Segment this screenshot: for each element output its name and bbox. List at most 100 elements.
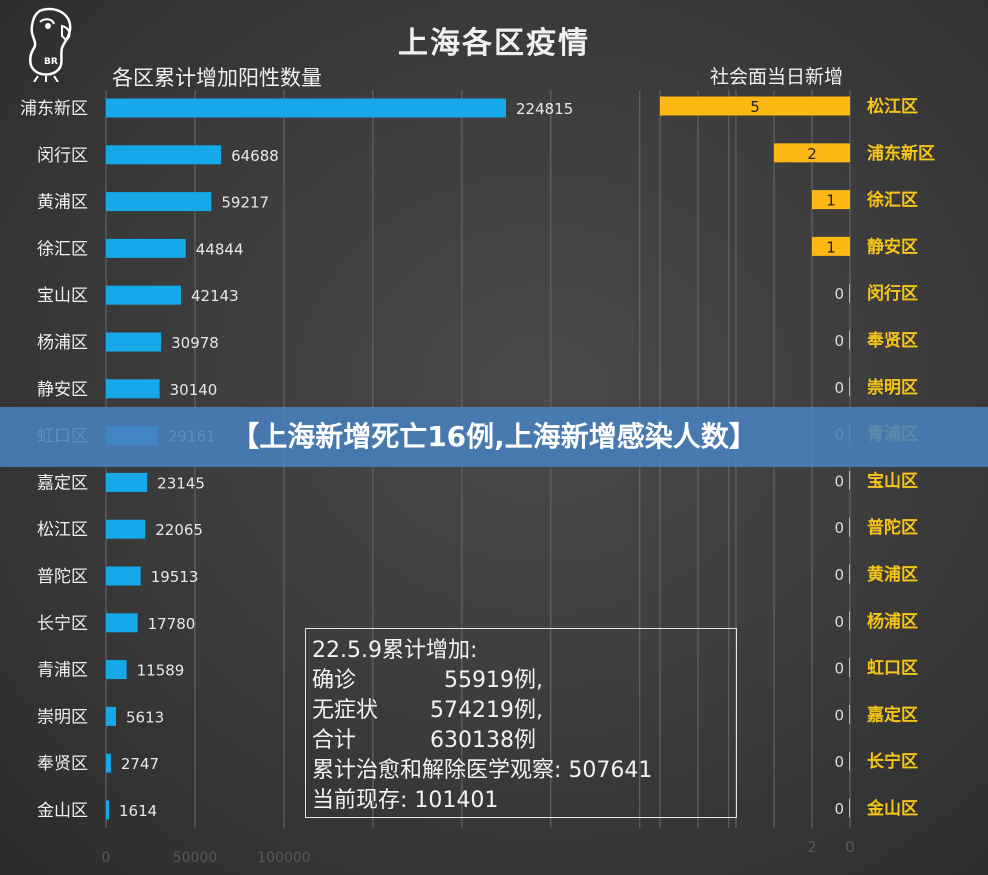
left-category-label: 宝山区 (37, 286, 88, 306)
left-category-label: 青浦区 (37, 661, 88, 681)
right-bar (849, 330, 850, 350)
left-data-label: 22065 (155, 521, 203, 539)
right-category-label: 徐汇区 (866, 190, 918, 211)
right-category-label: 黄浦区 (867, 564, 918, 585)
right-bar (849, 704, 850, 724)
left-category-label: 杨浦区 (37, 333, 88, 353)
right-data-label: 0 (834, 519, 844, 537)
left-data-label: 2747 (121, 755, 159, 773)
info-recovered: 累计治愈和解除医学观察: 507641 (312, 758, 653, 783)
left-bar (106, 472, 148, 492)
left-data-label: 5613 (126, 708, 164, 726)
right-data-label: 0 (834, 379, 844, 397)
logo-text: BR (44, 57, 58, 67)
info-total-label: 合计 (312, 728, 357, 753)
left-category-label: 徐汇区 (37, 239, 88, 259)
left-bar (106, 98, 507, 118)
right-data-label: 0 (834, 753, 844, 771)
left-category-label: 静安区 (37, 380, 88, 400)
right-data-label: 0 (834, 472, 844, 490)
info-confirmed-value: 55919例, (444, 668, 543, 693)
left-data-label: 44844 (196, 240, 244, 258)
left-bar (106, 332, 162, 352)
parrot-logo-icon: BR (18, 4, 82, 83)
left-bar (106, 145, 222, 165)
right-category-label: 长宁区 (867, 751, 918, 772)
info-total-value: 630138例 (430, 728, 536, 753)
left-bar (106, 192, 212, 212)
info-total-row: 合计 630138例 (312, 726, 736, 756)
left-bar (106, 519, 146, 539)
left-chart-title: 各区累计增加阳性数量 (112, 66, 322, 90)
left-data-label: 30978 (171, 334, 219, 352)
right-bar (849, 658, 850, 678)
right-data-label: 0 (834, 566, 844, 584)
headline-banner (0, 407, 988, 467)
left-data-label: 1614 (119, 802, 157, 820)
left-category-label: 普陀区 (37, 567, 88, 587)
right-category-label: 奉贤区 (866, 330, 918, 351)
right-bar (849, 470, 850, 490)
right-category-label: 普陀区 (867, 517, 918, 538)
info-current: 当前现存: 101401 (312, 788, 499, 813)
left-category-label: 嘉定区 (37, 473, 88, 493)
left-category-label: 崇明区 (37, 707, 88, 727)
left-category-label: 闵行区 (37, 146, 88, 166)
left-bar (106, 800, 109, 820)
left-data-label: 30140 (170, 381, 218, 399)
left-category-label: 松江区 (37, 520, 88, 540)
info-heading: 22.5.9累计增加: (312, 638, 478, 663)
left-bar (106, 706, 116, 726)
right-category-label: 崇明区 (867, 378, 918, 398)
right-data-label: 1 (826, 192, 836, 210)
right-bar (812, 236, 850, 256)
left-data-label: 64688 (231, 147, 279, 165)
left-category-label: 奉贤区 (37, 754, 88, 774)
right-data-label: 0 (834, 285, 844, 303)
left-data-label: 224815 (516, 100, 573, 118)
left-category-label: 黄浦区 (37, 193, 88, 213)
right-bar (849, 517, 850, 537)
left-bar (106, 379, 160, 399)
right-category-label: 虹口区 (867, 659, 918, 679)
left-data-label: 42143 (191, 287, 239, 305)
right-x-tick-label: 2 (807, 838, 817, 856)
left-category-label: 长宁区 (37, 614, 88, 634)
info-confirmed-label: 确诊 (312, 668, 357, 693)
page-title: 上海各区疫情 (398, 26, 590, 61)
left-bar (106, 238, 186, 258)
right-x-tick-label: 0 (845, 838, 855, 856)
right-bar (660, 96, 850, 116)
info-asymptomatic-value: 574219例, (430, 698, 543, 723)
left-bar (106, 566, 141, 586)
left-data-label: 11589 (137, 662, 185, 680)
right-data-label: 0 (834, 613, 844, 631)
right-category-label: 松江区 (867, 96, 918, 117)
left-bar (106, 613, 138, 633)
left-bar (106, 285, 181, 305)
right-bar (849, 377, 850, 397)
left-category-label: 浦东新区 (20, 99, 88, 119)
right-data-label: 0 (834, 332, 844, 350)
right-data-label: 0 (834, 660, 844, 678)
right-category-label: 嘉定区 (866, 704, 918, 725)
right-bar (774, 143, 850, 163)
right-data-label: 2 (807, 145, 817, 163)
right-category-label: 金山区 (866, 798, 918, 819)
left-x-tick-label: 100000 (257, 850, 310, 866)
right-category-label: 宝山区 (867, 470, 918, 491)
right-bar (812, 190, 850, 210)
info-asymptomatic-label: 无症状 (312, 698, 379, 723)
left-category-label: 金山区 (37, 801, 88, 821)
right-chart-title: 社会面当日新增 (709, 66, 843, 88)
left-data-label: 23145 (157, 474, 205, 492)
left-data-label: 17780 (148, 615, 196, 633)
left-x-tick-label: 50000 (173, 850, 218, 866)
right-category-label: 静安区 (867, 236, 918, 257)
right-data-label: 0 (834, 706, 844, 724)
right-bar (849, 798, 850, 818)
left-bar (106, 753, 111, 773)
info-asymptomatic-row: 无症状 574219例, (312, 696, 736, 726)
headline-banner-text: 【上海新增死亡16例,上海新增感染人数】 (231, 420, 757, 453)
